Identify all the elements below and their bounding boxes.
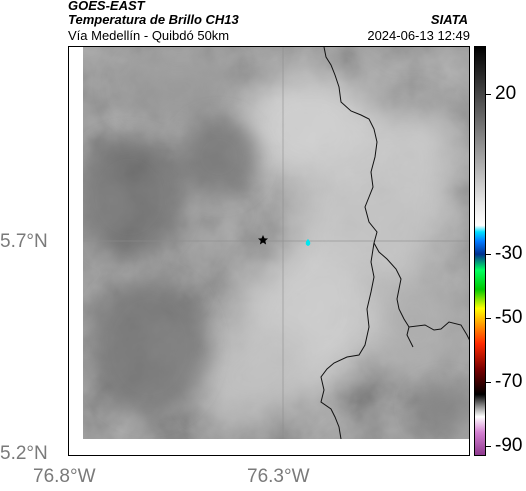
colorbar-tick [486,94,491,96]
longitude-label-left: 76.8°W [33,466,96,487]
latitude-label-top: 5.7°N [0,231,48,252]
product-title: Temperatura de Brillo CH13 [68,12,239,27]
colorbar-tick [486,382,491,384]
no-data-band-left [69,47,83,455]
satellite-title: GOES-EAST [68,0,145,13]
satellite-imagery [74,47,469,439]
route-label: Vía Medellín - Quibdó 50km [68,28,230,43]
grid-lines [69,47,469,455]
colorbar-label: 20 [495,83,517,105]
timestamp-label: 2024-06-13 12:49 [367,28,470,43]
colorbar-label: -70 [495,371,523,393]
no-data-band-right [69,439,469,455]
black-star-icon[interactable] [258,235,268,245]
colorbar-tick [486,318,491,320]
colorbar-label: -50 [495,307,523,329]
latitude-label-bottom: 5.2°N [0,443,48,464]
colorbar-tick [486,254,491,256]
department-border [320,47,469,455]
colorbar-label: -30 [495,243,523,265]
cyan-drop-icon[interactable] [305,239,311,246]
longitude-label-right: 76.3°W [247,466,310,487]
temperature-colorbar [474,46,486,456]
colorbar-tick [486,446,491,448]
organization-label: SIATA [430,12,468,27]
colorbar-label: -90 [495,435,523,457]
satellite-map[interactable] [68,46,470,456]
